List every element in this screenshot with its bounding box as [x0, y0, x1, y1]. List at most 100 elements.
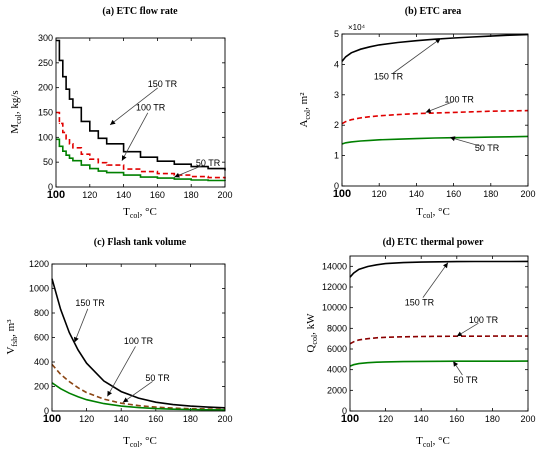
x-tick-label: 100 [47, 189, 65, 201]
annotation-arrow-line [107, 346, 136, 397]
series-point [58, 145, 60, 147]
plot-frame [341, 33, 529, 187]
y-tick-label: 1200 [29, 259, 49, 269]
annotation-label: 150 TR [374, 72, 404, 82]
annotation-arrow-head [449, 136, 456, 142]
plot-area [56, 38, 225, 187]
series-point [62, 76, 64, 78]
series-point [80, 153, 82, 155]
series-point [97, 137, 99, 139]
annotation-arrow-line [422, 262, 449, 298]
y-tick-label: 5 [334, 29, 339, 39]
annotation-arrow-head [443, 262, 448, 269]
plot-frame [349, 255, 529, 412]
series-point [62, 131, 64, 133]
annotation-label: 50 TR [475, 143, 500, 153]
series-point [68, 143, 71, 145]
chart-title: (d) ETC thermal power [383, 237, 484, 248]
series-point [68, 157, 71, 159]
annotation-arrow-line [425, 101, 454, 113]
annotation-label: 150 TR [405, 298, 435, 308]
series-point [62, 150, 64, 152]
x-tick-label: 180 [483, 189, 498, 199]
annotation-arrow-head [121, 155, 127, 161]
y-tick-label: 6000 [327, 344, 347, 354]
x-tick-label: 100 [333, 188, 351, 200]
y-tick-label: 50 [43, 157, 53, 167]
annotation-arrow-head [174, 172, 180, 178]
annotation-arrow-line [449, 137, 482, 147]
x-tick-label: 120 [372, 189, 387, 199]
x-axis-label: Tcol, °C [123, 206, 157, 220]
x-tick-label: 180 [485, 414, 500, 424]
y-axis-label: Acol, m² [298, 92, 312, 128]
series-line-150-tr [349, 260, 529, 278]
y-tick-label: 12000 [322, 282, 347, 292]
annotation-arrow-head [453, 361, 459, 367]
y-tick-label: 150 [38, 108, 53, 118]
x-tick-label: 140 [116, 190, 131, 200]
annotation-label: 150 TR [75, 298, 105, 308]
series-point [65, 154, 67, 156]
plot-frame [55, 37, 226, 188]
y-axis-label: Mcol, kg/s [9, 90, 23, 133]
x-tick-label: 160 [449, 414, 464, 424]
x-tick-label: 140 [414, 414, 429, 424]
series-point [97, 162, 99, 164]
y-tick-label: 10000 [322, 303, 347, 313]
series-point [72, 160, 74, 162]
x-tick-label: 200 [520, 189, 535, 199]
annotation-arrow-line [109, 87, 158, 126]
y-tick-label: 800 [34, 308, 49, 318]
plot-area [52, 264, 225, 411]
y-axis-label: Vfsh, m³ [5, 319, 19, 355]
series-point [80, 120, 82, 123]
x-tick-label: 100 [43, 413, 61, 425]
y-tick-label: 100 [38, 132, 53, 142]
chart-panel-3: (c) Flash tank volume 100 120 140 160 180 200 0… [5, 237, 233, 449]
annotation-arrow-line [121, 112, 149, 161]
x-tick-label: 120 [82, 190, 97, 200]
y-tick-label: 3 [334, 90, 339, 100]
chart-title: (a) ETC flow rate [102, 6, 178, 17]
y-tick-label: 400 [34, 357, 49, 367]
series-point [68, 98, 71, 100]
y-tick-label: 0 [334, 181, 339, 191]
series-point [97, 170, 99, 172]
annotation-arrow-head [456, 331, 463, 337]
y-tick-label: 1 [334, 151, 339, 161]
x-tick-label: 180 [183, 414, 198, 424]
annotation-arrow-head [110, 119, 116, 125]
y-tick-label: 250 [38, 58, 53, 68]
x-axis-label: Tcol, °C [123, 435, 157, 449]
y-tick-label: 300 [38, 33, 53, 43]
annotation-label: 50 TR [196, 158, 221, 168]
plot-frame [51, 263, 226, 412]
y-tick-label: 2 [334, 120, 339, 130]
x-tick-label: 160 [148, 414, 163, 424]
series-point [58, 122, 60, 125]
x-tick-label: 120 [378, 414, 393, 424]
chart-title: (c) Flash tank volume [94, 237, 187, 248]
annotation-arrow-line [74, 308, 89, 343]
annotation-arrow-line [174, 165, 203, 178]
annotation-label: 100 TR [445, 94, 475, 104]
annotation-label: 50 TR [454, 375, 479, 385]
series-line-150-tr [341, 33, 529, 62]
annotation-label: 100 TR [124, 336, 154, 346]
chart-panel-1: (a) ETC flow rate 100 120 140 160 180 200 0 50 10… [9, 6, 233, 220]
series-point [58, 59, 60, 61]
x-tick-label: 140 [409, 189, 424, 199]
y-tick-label: 200 [38, 83, 53, 93]
annotation-label: 100 TR [136, 103, 166, 113]
series-point [89, 158, 91, 160]
y-tick-label: 8000 [327, 323, 347, 333]
plot-area [350, 256, 528, 411]
series-point [89, 130, 91, 132]
series-point [65, 138, 67, 140]
x-tick-label: 120 [79, 414, 94, 424]
series-line-100-tr [341, 109, 529, 125]
y-axis-label: Qcol, kW [305, 313, 319, 353]
